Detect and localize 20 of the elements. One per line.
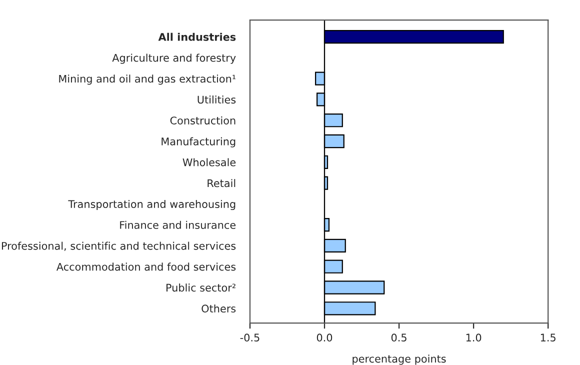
y-tick-label: Utilities [198, 96, 236, 104]
y-tick-label: Others [202, 304, 236, 313]
y-tick-label: Wholesale [182, 158, 236, 166]
x-tick-label: 0.5 [391, 334, 406, 342]
y-tick-label: Construction [170, 116, 236, 124]
y-tick-label: Manufacturing [162, 137, 236, 148]
y-tick-label: Public sector² [166, 284, 236, 292]
y-tick-label: Agriculture and forestry [112, 54, 236, 64]
x-tick-label: 1.0 [466, 334, 482, 342]
x-tick-label: 0.0 [316, 334, 332, 342]
x-tick-label: -0.5 [240, 334, 260, 342]
y-tick-label: All industries [158, 32, 236, 41]
x-tick-label: 1.5 [540, 334, 556, 342]
y-tick-label: Mining and oil and gas extraction¹ [59, 74, 236, 85]
y-tick-label: Finance and insurance [120, 220, 236, 229]
y-tick-label: Accommodation and food services [56, 262, 236, 271]
y-tick-label: Transportation and warehousing [68, 200, 236, 210]
y-tick-label: Professional, scientific and technical services [2, 242, 236, 251]
x-axis-title: percentage points [352, 354, 446, 365]
y-tick-label: Retail [208, 179, 236, 188]
